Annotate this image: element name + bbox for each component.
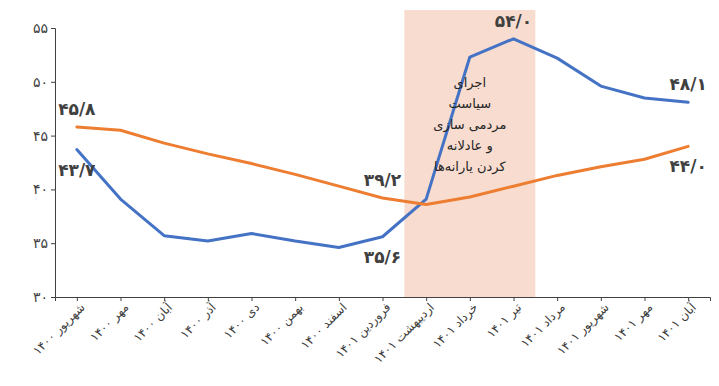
x-tick: شهریور ۱۴۰۰ xyxy=(30,297,88,358)
x-tick: شهریور ۱۴۰۱ xyxy=(554,297,612,358)
y-tick-label: ۴۵ xyxy=(33,128,48,144)
y-tick: ۴۰ xyxy=(33,181,55,197)
annotation-text: مردمی سازی xyxy=(433,117,506,133)
y-tick-mark xyxy=(51,297,55,298)
annotation-text: و عادلانه xyxy=(447,138,493,154)
y-tick-label: ۵۰ xyxy=(33,74,48,90)
x-tick-label: مهر ۱۴۰۰ xyxy=(87,300,132,345)
y-tick-label: ۴۰ xyxy=(33,181,48,197)
x-tick-label: اردیبهشت ۱۴۰۱ xyxy=(371,300,438,367)
y-tick-label: ۳۵ xyxy=(33,235,48,251)
x-tick-label: آذر ۱۴۰۰ xyxy=(177,299,220,342)
y-tick-label: ۳۰ xyxy=(33,289,48,305)
x-tick: آبان ۱۴۰۱ xyxy=(654,297,700,345)
annotation-text: اجرای xyxy=(454,75,487,91)
x-tick-label: خرداد ۱۴۰۱ xyxy=(430,300,481,351)
annotation-text: کردن یارانه‌ها xyxy=(434,159,507,175)
data-label: ۴۵/۸ xyxy=(58,99,96,119)
data-label: ۳۵/۶ xyxy=(364,247,401,267)
data-label: ۴۴/۰ xyxy=(669,156,706,176)
x-tick: خرداد ۱۴۰۱ xyxy=(430,297,481,352)
y-tick-mark xyxy=(51,243,55,244)
y-axis: ۳۰ ۳۵ ۴۰ ۴۵ ۵۰ ۵۵ xyxy=(33,20,56,305)
y-tick: ۵۰ xyxy=(33,74,55,90)
x-tick-label: آبان ۱۴۰۰ xyxy=(130,299,176,345)
y-tick-label: ۵۵ xyxy=(33,20,48,36)
data-label: ۴۳/۷ xyxy=(58,160,96,180)
y-tick: ۵۵ xyxy=(33,20,55,36)
x-axis: شهریور ۱۴۰۰مهر ۱۴۰۰آبان ۱۴۰۰آذر ۱۴۰۰دی ۱… xyxy=(30,297,710,367)
y-tick-mark xyxy=(51,28,55,29)
annotation-text: سیاست xyxy=(449,96,491,111)
y-tick: ۳۰ xyxy=(33,289,55,305)
x-tick: اردیبهشت ۱۴۰۱ xyxy=(371,297,438,367)
data-label: ۳۹/۲ xyxy=(364,170,402,190)
x-tick-label: شهریور ۱۴۰۱ xyxy=(554,300,612,358)
x-tick: آبان ۱۴۰۰ xyxy=(130,297,176,345)
data-label: ۵۴/۰ xyxy=(495,11,532,31)
plot-area xyxy=(77,39,688,248)
x-tick: تیر ۱۴۰۱ xyxy=(484,297,525,341)
x-tick-label: تیر ۱۴۰۱ xyxy=(484,300,525,341)
series-line xyxy=(77,127,688,204)
x-tick: مهر ۱۴۰۱ xyxy=(611,297,656,345)
y-tick: ۳۵ xyxy=(33,235,55,251)
y-axis-line xyxy=(51,29,56,298)
y-tick: ۴۵ xyxy=(33,128,55,144)
y-tick-mark xyxy=(51,189,55,190)
chart: ۳۰ ۳۵ ۴۰ ۴۵ ۵۰ ۵۵ شهریور ۱۴۰۰مهر ۱۴۰۰آبان ۱۴۰۰… xyxy=(0,0,719,386)
series-line xyxy=(77,39,688,248)
x-tick-label: دی ۱۴۰۰ xyxy=(221,300,262,341)
x-tick: آذر ۱۴۰۰ xyxy=(177,297,220,342)
x-tick-label: مهر ۱۴۰۱ xyxy=(611,300,656,345)
annotation-band xyxy=(404,10,535,297)
x-tick-label: آبان ۱۴۰۱ xyxy=(654,299,700,345)
x-tick-label: شهریور ۱۴۰۰ xyxy=(30,300,88,358)
y-tick-mark xyxy=(51,136,55,137)
data-label: ۴۸/۱ xyxy=(669,74,706,94)
x-tick: مهر ۱۴۰۰ xyxy=(87,297,132,345)
y-tick-mark xyxy=(51,82,55,83)
x-tick: دی ۱۴۰۰ xyxy=(221,297,262,342)
